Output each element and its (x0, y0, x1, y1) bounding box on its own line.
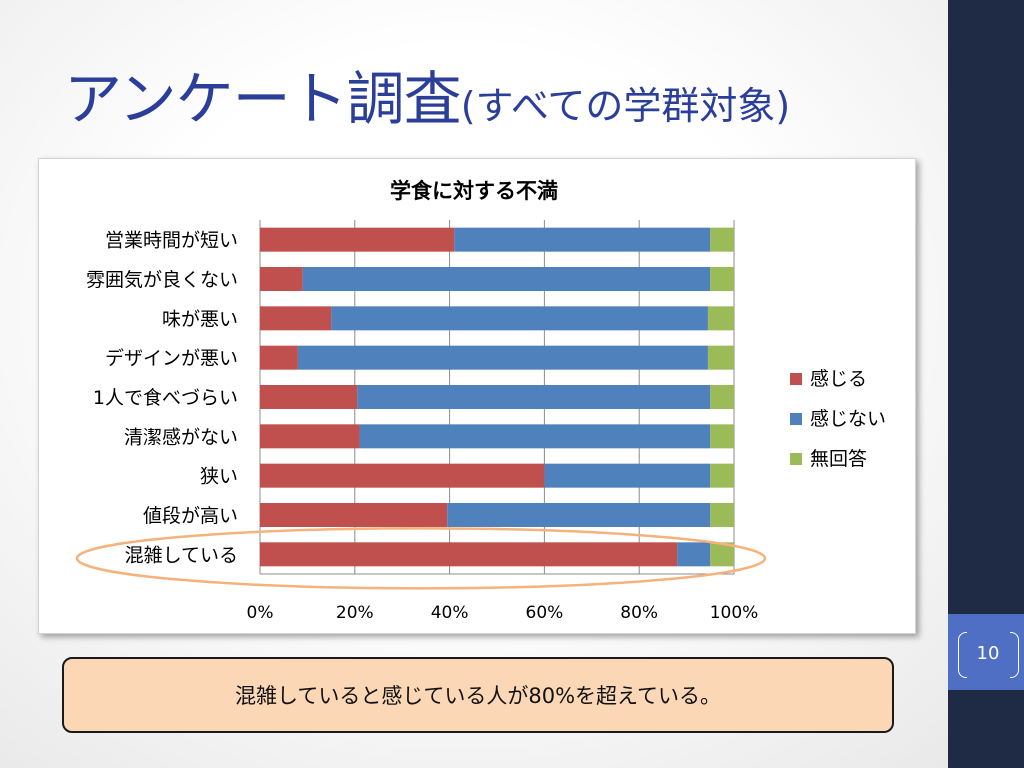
bar-segment (677, 542, 711, 567)
bar-segment (710, 503, 734, 527)
bar-segment (260, 385, 358, 409)
bar-segment (260, 542, 678, 567)
bar-segment (710, 385, 734, 409)
bar-segment (707, 306, 734, 331)
bar-segment (297, 345, 708, 370)
y-category-label: 1人で食べづらい (93, 387, 238, 409)
bar-segment (710, 542, 734, 567)
legend-label: 感じる (810, 368, 867, 390)
slide-title: アンケート調査(すべての学群対象) (64, 52, 790, 136)
bar-segment (302, 267, 711, 291)
bar-segment (710, 463, 734, 488)
bar-segment (331, 306, 708, 331)
x-tick-label: 60% (526, 603, 564, 623)
y-category-label: 清潔感がない (124, 426, 238, 448)
bar-segment (260, 345, 298, 370)
y-category-label: 営業時間が短い (105, 230, 238, 252)
bar-segment (260, 306, 332, 331)
bar-segment (707, 345, 734, 370)
x-tick-label: 80% (620, 603, 658, 623)
bar-segment (260, 424, 360, 449)
y-category-label: 混雑している (125, 544, 238, 566)
legend-label: 無回答 (810, 448, 867, 470)
slide-title-main: アンケート調査 (64, 65, 462, 133)
y-category-label: 味が悪い (162, 308, 238, 330)
conclusion-callout: 混雑していると感じている人が80%を超えている。 (62, 657, 894, 733)
bar-segment (454, 227, 711, 252)
y-category-label: 値段が高い (143, 505, 238, 527)
page-number: 10 (976, 643, 1000, 664)
bar-segment (260, 503, 448, 527)
x-tick-label: 100% (710, 603, 759, 623)
y-category-label: 雰囲気が良くない (86, 269, 238, 291)
bar-segment (447, 503, 711, 527)
legend-swatch (790, 413, 802, 425)
chart-title: 学食に対する不満 (390, 179, 558, 203)
bar-segment (260, 227, 455, 252)
bar-segment (710, 227, 734, 252)
conclusion-text: 混雑していると感じている人が80%を超えている。 (235, 684, 721, 708)
y-category-label: 狭い (200, 466, 238, 488)
bar-segment (359, 424, 711, 449)
highlight-ellipse (75, 527, 767, 590)
slide-title-sub: (すべての学群対象) (460, 84, 791, 128)
bar-segment (260, 463, 545, 488)
bar-segment (710, 267, 734, 291)
legend-swatch (790, 453, 802, 465)
x-tick-label: 20% (336, 603, 374, 623)
x-tick-label: 0% (247, 603, 274, 623)
x-tick-label: 40% (431, 603, 469, 623)
legend-swatch (790, 373, 802, 385)
stacked-bar-chart: 学食に対する不満 0% 20% 40% 60% 80% 100% 営業時間が短い雰囲気が良くな… (75, 179, 886, 623)
bar-segment (544, 463, 711, 488)
page-number-bracket-left (958, 632, 967, 678)
legend-label: 感じない (810, 408, 886, 430)
bar-segment (357, 385, 711, 409)
bar-segment (710, 424, 734, 449)
bar-segment (260, 267, 303, 291)
y-category-label: デザインが悪い (105, 348, 238, 370)
